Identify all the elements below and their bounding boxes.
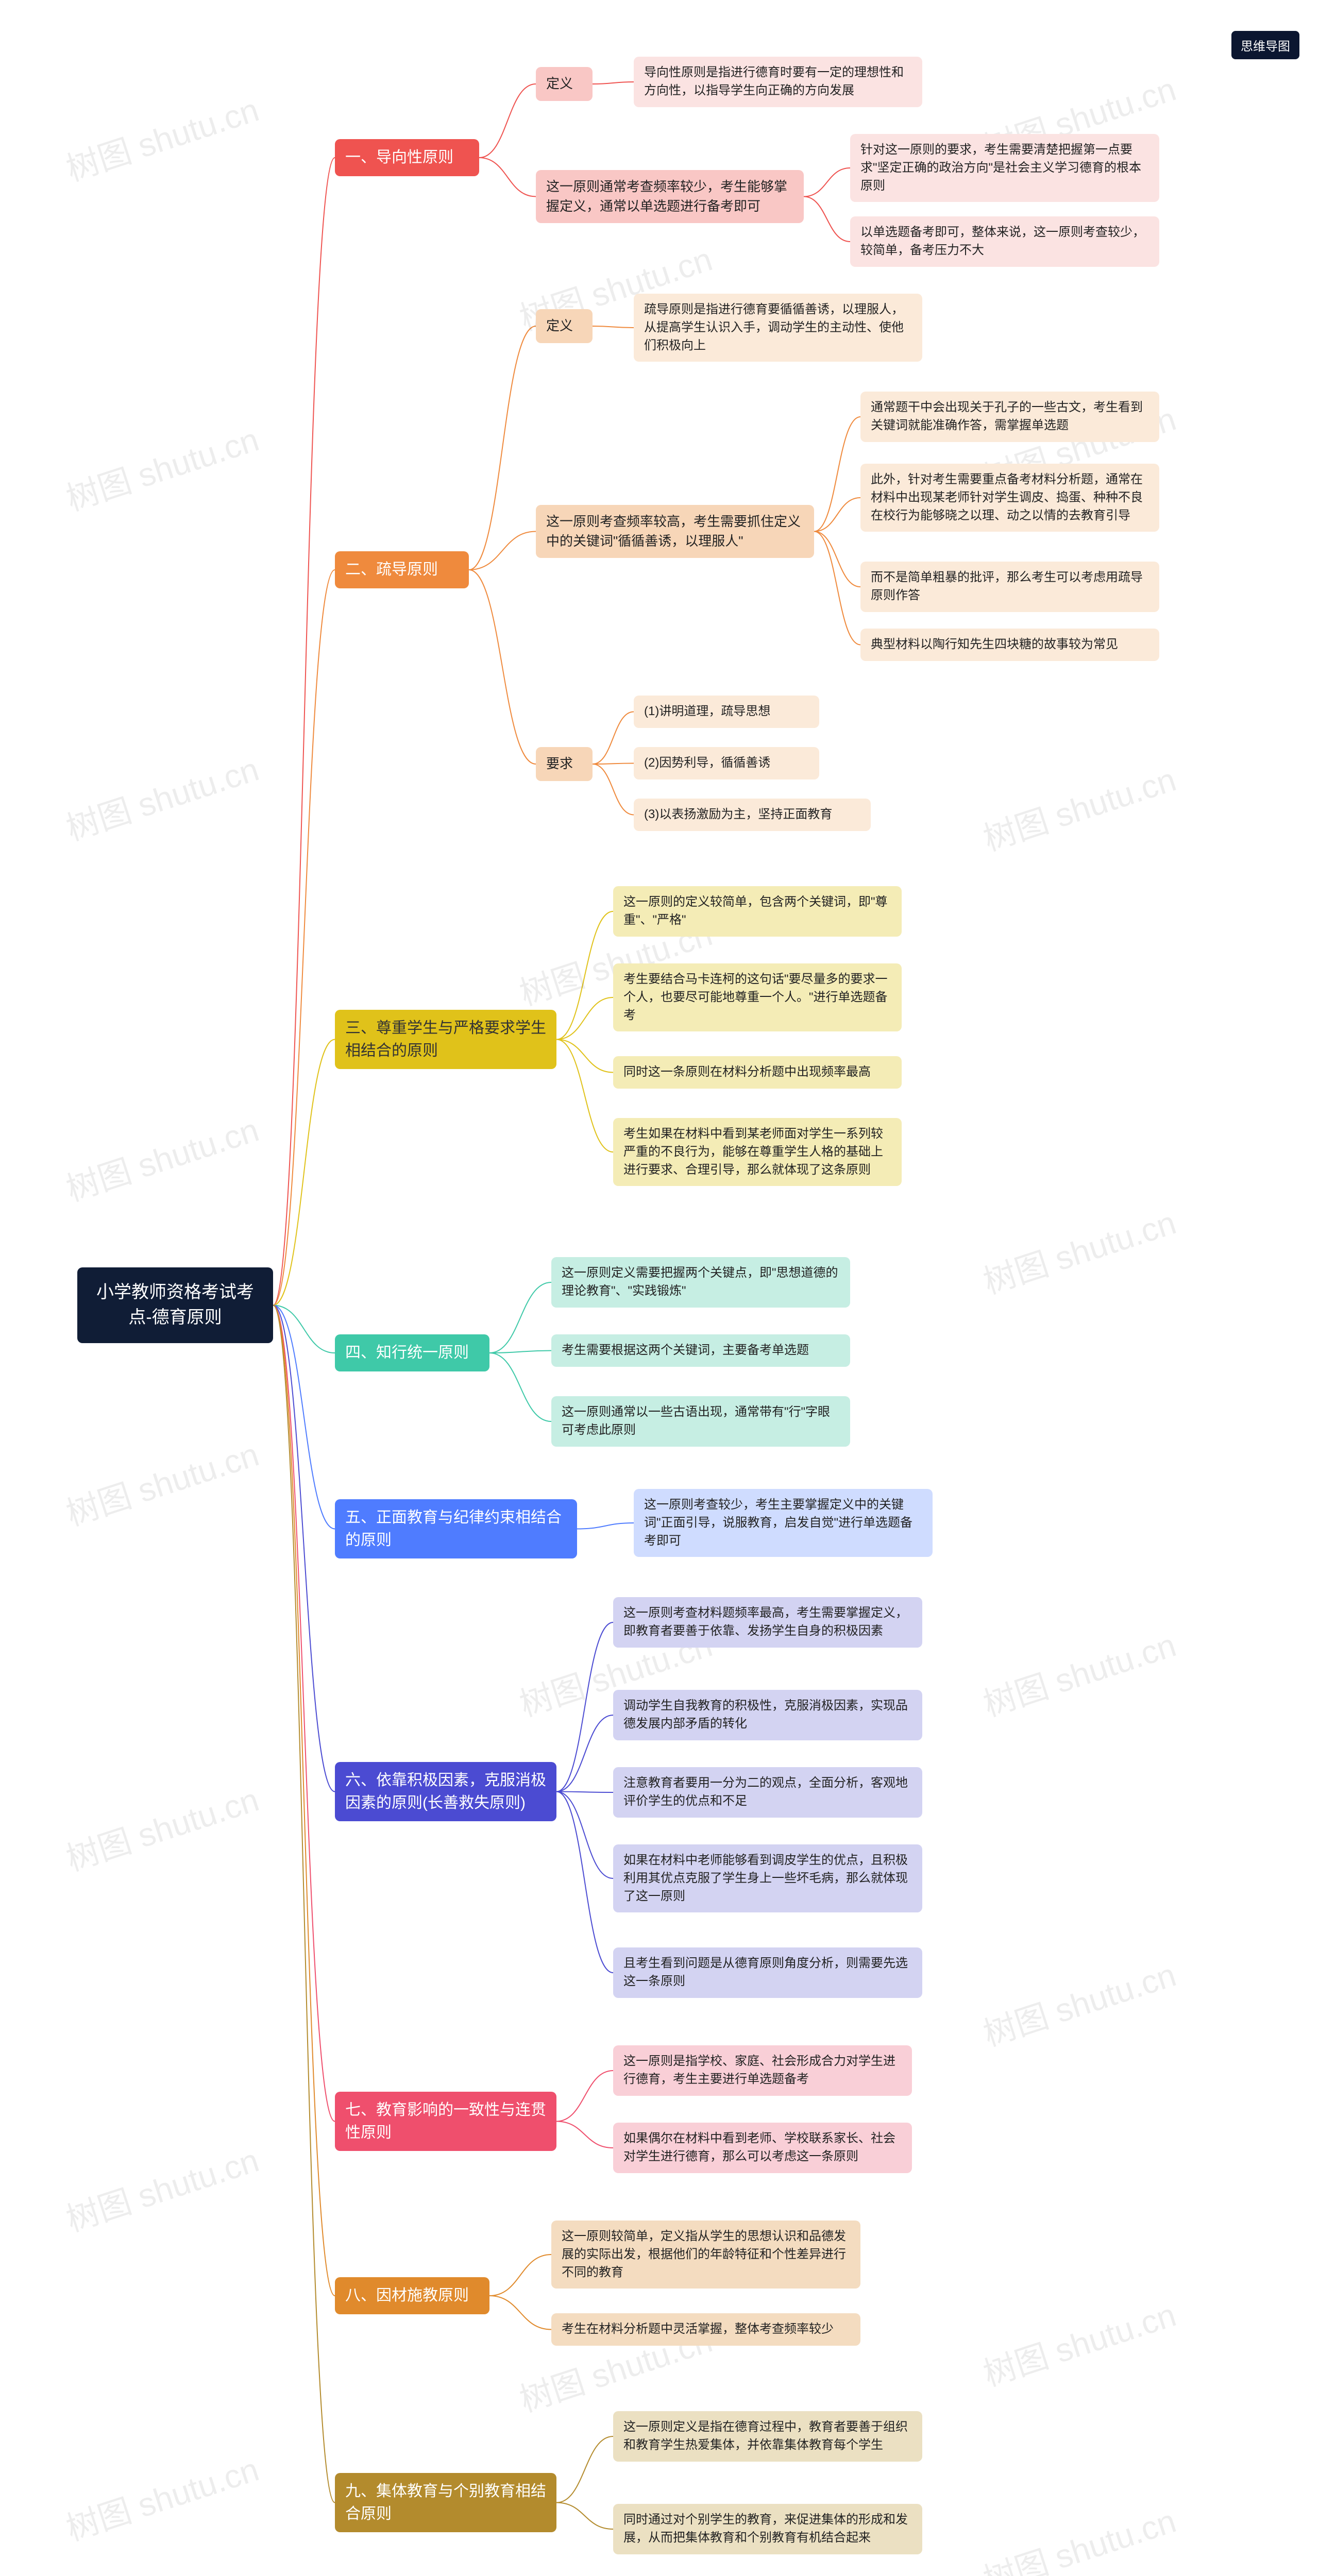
b3l1[interactable]: 这一原则的定义较简单，包含两个关键词，即"尊重"、"严格" <box>613 886 902 937</box>
watermark: 树图 shutu.cn <box>59 83 264 190</box>
b3l4[interactable]: 考生如果在材料中看到某老师面对学生一系列较严重的不良行为，能够在尊重学生人格的基… <box>613 1118 902 1186</box>
b2m1[interactable]: 定义 <box>536 309 593 343</box>
b6l3[interactable]: 注意教育者要用一分为二的观点，全面分析，客观地评价学生的优点和不足 <box>613 1767 922 1818</box>
watermark: 树图 shutu.cn <box>59 743 264 850</box>
b2m3l1[interactable]: (1)讲明道理，疏导思想 <box>634 696 819 728</box>
b2[interactable]: 二、疏导原则 <box>335 551 469 588</box>
b1m2l1[interactable]: 针对这一原则的要求，考生需要清楚把握第一点要求"坚定正确的政治方向"是社会主义学… <box>850 134 1159 202</box>
watermark: 树图 shutu.cn <box>976 1619 1181 1725</box>
b4l3[interactable]: 这一原则通常以一些古语出现，通常带有"行"字眼可考虑此原则 <box>551 1396 850 1447</box>
b9l2[interactable]: 同时通过对个别学生的教育，来促进集体的形成和发展，从而把集体教育和个别教育有机结… <box>613 2504 922 2554</box>
watermark: 树图 shutu.cn <box>976 2495 1181 2576</box>
b6l2[interactable]: 调动学生自我教育的积极性，克服消极因素，实现品德发展内部矛盾的转化 <box>613 1690 922 1740</box>
root-node[interactable]: 小学教师资格考试考点-德育原则 <box>77 1267 273 1343</box>
b1m1[interactable]: 定义 <box>536 67 593 101</box>
mindmap-canvas: 树图 shutu.cn 树图 shutu.cn 树图 shutu.cn 树图 shut… <box>0 0 1319 2576</box>
watermark: 树图 shutu.cn <box>976 1196 1181 1303</box>
b3[interactable]: 三、尊重学生与严格要求学生相结合的原则 <box>335 1010 556 1069</box>
b8[interactable]: 八、因材施教原则 <box>335 2277 489 2314</box>
b1m2[interactable]: 这一原则通常考查频率较少，考生能够掌握定义，通常以单选题进行备考即可 <box>536 170 804 223</box>
b8l1[interactable]: 这一原则较简单，定义指从学生的思想认识和品德发展的实际出发，根据他们的年龄特征和… <box>551 2221 860 2289</box>
b7l1[interactable]: 这一原则是指学校、家庭、社会形成合力对学生进行德育，考生主要进行单选题备考 <box>613 2045 912 2096</box>
b2m2l4[interactable]: 典型材料以陶行知先生四块糖的故事较为常见 <box>860 629 1159 661</box>
b2m3l2[interactable]: (2)因势利导，循循善诱 <box>634 747 819 779</box>
b7[interactable]: 七、教育影响的一致性与连贯性原则 <box>335 2092 556 2151</box>
watermark: 树图 shutu.cn <box>59 413 264 520</box>
watermark: 树图 shutu.cn <box>59 2443 264 2550</box>
watermark: 树图 shutu.cn <box>59 1428 264 1535</box>
b5l1[interactable]: 这一原则考查较少，考生主要掌握定义中的关键词"正面引导，说服教育，启发自觉"进行… <box>634 1489 933 1557</box>
watermark: 树图 shutu.cn <box>59 2134 264 2241</box>
b2m2l3[interactable]: 而不是简单粗暴的批评，那么考生可以考虑用疏导原则作答 <box>860 562 1159 612</box>
b9[interactable]: 九、集体教育与个别教育相结合原则 <box>335 2473 556 2532</box>
b2m1l1[interactable]: 疏导原则是指进行德育要循循善诱，以理服人，从提高学生认识入手，调动学生的主动性、… <box>634 294 922 362</box>
b2m2l1[interactable]: 通常题干中会出现关于孔子的一些古文，考生看到关键词就能准确作答，需掌握单选题 <box>860 392 1159 442</box>
b1m2l2[interactable]: 以单选题备考即可，整体来说，这一原则考查较少，较简单，备考压力不大 <box>850 216 1159 267</box>
b6l1[interactable]: 这一原则考查材料题频率最高，考生需要掌握定义，即教育者要善于依靠、发扬学生自身的… <box>613 1597 922 1648</box>
b4[interactable]: 四、知行统一原则 <box>335 1334 489 1371</box>
watermark: 树图 shutu.cn <box>59 1773 264 1880</box>
watermark: 树图 shutu.cn <box>976 1948 1181 2055</box>
b9l1[interactable]: 这一原则定义是指在德育过程中，教育者要善于组织和教育学生热爱集体，并依靠集体教育… <box>613 2411 922 2462</box>
watermark: 树图 shutu.cn <box>976 753 1181 860</box>
b6[interactable]: 六、依靠积极因素，克服消极因素的原则(长善救失原则) <box>335 1762 556 1821</box>
b7l2[interactable]: 如果偶尔在材料中看到老师、学校联系家长、社会对学生进行德育，那么可以考虑这一条原… <box>613 2123 912 2173</box>
b4l2[interactable]: 考生需要根据这两个关键词，主要备考单选题 <box>551 1334 850 1367</box>
b2m2l2[interactable]: 此外，针对考生需要重点备考材料分析题，通常在材料中出现某老师针对学生调皮、捣蛋、… <box>860 464 1159 532</box>
watermark: 树图 shutu.cn <box>976 2289 1181 2395</box>
b3l3[interactable]: 同时这一条原则在材料分析题中出现频率最高 <box>613 1056 902 1089</box>
b6l4[interactable]: 如果在材料中老师能够看到调皮学生的优点，且积极利用其优点克服了学生身上一些坏毛病… <box>613 1844 922 1912</box>
b4l1[interactable]: 这一原则定义需要把握两个关键点，即"思想道德的理论教育"、"实践锻炼" <box>551 1257 850 1308</box>
b2m3l3[interactable]: (3)以表扬激励为主，坚持正面教育 <box>634 799 871 831</box>
b6l5[interactable]: 且考生看到问题是从德育原则角度分析，则需要先选这一条原则 <box>613 1947 922 1998</box>
b2m2[interactable]: 这一原则考查频率较高，考生需要抓住定义中的关键词"循循善诱，以理服人" <box>536 505 814 558</box>
b5[interactable]: 五、正面教育与纪律约束相结合的原则 <box>335 1499 577 1558</box>
b1[interactable]: 一、导向性原则 <box>335 139 479 176</box>
watermark: 树图 shutu.cn <box>59 1104 264 1210</box>
b1m1l1[interactable]: 导向性原则是指进行德育时要有一定的理想性和方向性，以指导学生向正确的方向发展 <box>634 57 922 107</box>
b2m3[interactable]: 要求 <box>536 747 593 781</box>
b8l2[interactable]: 考生在材料分析题中灵活掌握，整体考查频率较少 <box>551 2313 860 2346</box>
b3l2[interactable]: 考生要结合马卡连柯的这句话"要尽量多的要求一个人，也要尽可能地尊重一个人。"进行… <box>613 963 902 1031</box>
corner-tag: 思维导图 <box>1231 31 1299 59</box>
